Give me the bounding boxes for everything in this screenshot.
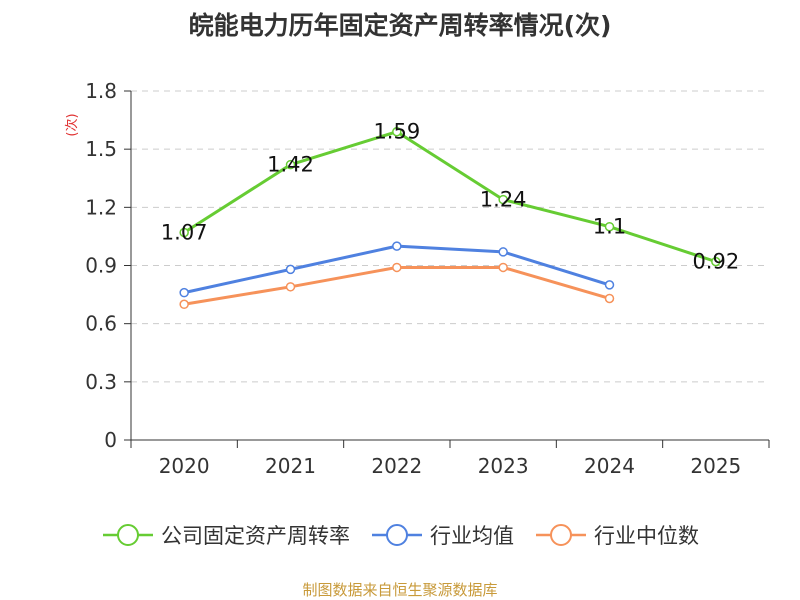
data-point	[392, 126, 402, 137]
y-axis-label: (次)	[64, 113, 80, 136]
data-label: 1.59	[373, 120, 420, 144]
legend-marker	[117, 524, 139, 546]
data-label: 1.1	[593, 215, 626, 239]
data-point	[498, 247, 508, 257]
data-point	[604, 293, 615, 304]
x-tick-label: 2022	[371, 454, 422, 478]
data-label: 0.92	[692, 250, 739, 274]
data-point	[392, 241, 402, 251]
y-tick-label: 1.2	[85, 195, 117, 219]
legend-label: 行业均值	[430, 524, 514, 548]
y-tick-label: 0.9	[85, 254, 117, 278]
data-point	[285, 264, 296, 275]
legend-swatch	[372, 524, 422, 546]
data-point	[179, 299, 189, 310]
data-point	[498, 194, 508, 205]
data-point	[179, 227, 189, 238]
series-line	[183, 265, 610, 306]
legend: 公司固定资产周转率 行业均值 行业中位数	[0, 520, 800, 550]
series-layer	[179, 126, 721, 310]
legend-label: 公司固定资产周转率	[161, 524, 350, 548]
data-label: 1.42	[267, 153, 314, 177]
data-label: 1.07	[161, 221, 208, 245]
y-tick-label: 0	[104, 428, 117, 452]
legend-marker	[386, 524, 408, 546]
chart-title: 皖能电力历年固定资产周转率情况(次)	[188, 11, 612, 40]
data-point	[498, 262, 508, 273]
data-label-layer: 1.07 1.42 1.59 1.24 1.1 0.92	[161, 120, 739, 274]
y-tick-label: 0.6	[85, 312, 117, 336]
data-point	[392, 262, 402, 273]
data-point	[711, 256, 721, 267]
x-tick-label: 2023	[478, 454, 529, 478]
legend-label: 行业中位数	[594, 524, 699, 548]
x-tick-label: 2020	[159, 454, 210, 478]
axis-layer: 0 0.3 0.6 0.9 1.2 1.5 1.8 2020 2021 2022 2023 2024 2…	[85, 79, 770, 478]
x-tick-label: 2024	[584, 454, 635, 478]
legend-marker	[550, 524, 572, 546]
data-label: 1.24	[480, 188, 527, 212]
x-tick-label: 2021	[265, 454, 316, 478]
legend-swatch	[536, 524, 586, 546]
grid-layer	[131, 90, 769, 383]
legend-item[interactable]: 行业均值	[370, 520, 514, 550]
series-line	[183, 130, 717, 264]
data-point	[285, 282, 296, 292]
data-point	[604, 221, 615, 232]
x-tick-label: 2025	[690, 454, 741, 478]
data-point	[179, 287, 189, 298]
data-point	[604, 280, 615, 290]
legend-swatch	[103, 524, 153, 546]
data-point	[285, 159, 296, 170]
legend-item[interactable]: 行业中位数	[534, 520, 699, 550]
y-tick-label: 1.8	[85, 79, 117, 103]
legend-item[interactable]: 公司固定资产周转率	[101, 520, 350, 550]
y-tick-label: 1.5	[85, 137, 117, 161]
y-tick-label: 0.3	[85, 370, 117, 394]
source-note: 制图数据来自恒生聚源数据库	[302, 581, 498, 599]
